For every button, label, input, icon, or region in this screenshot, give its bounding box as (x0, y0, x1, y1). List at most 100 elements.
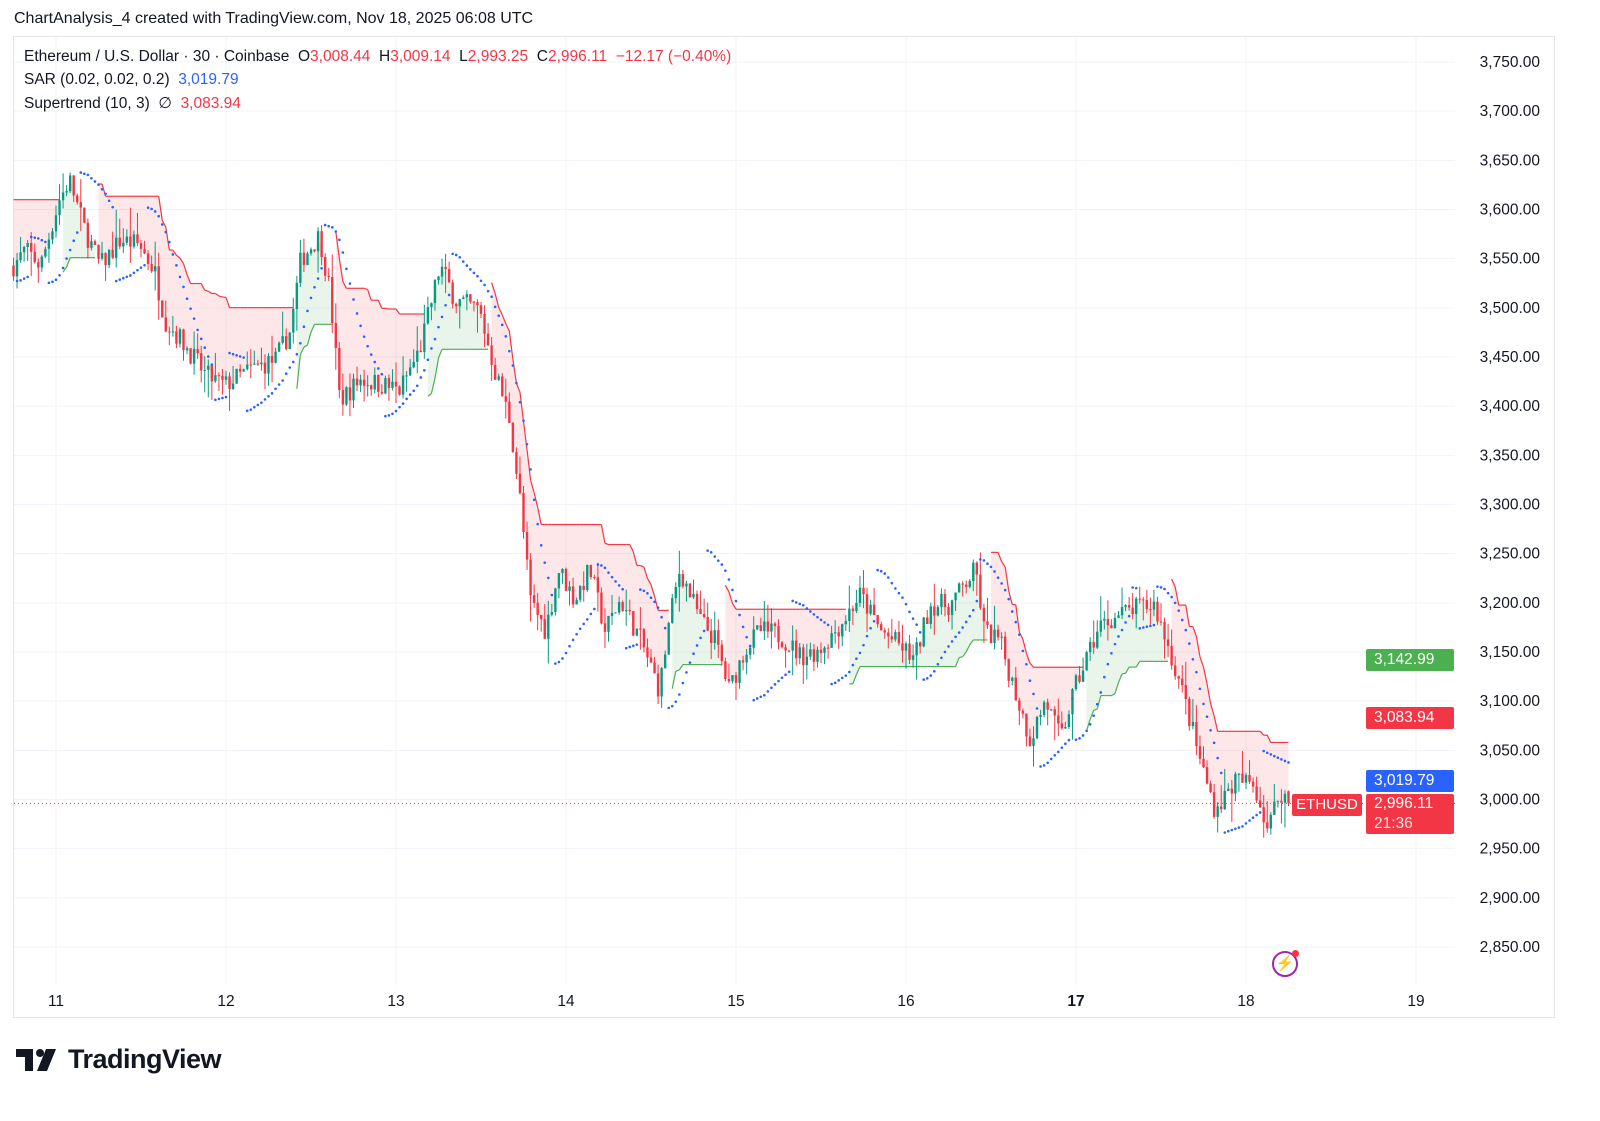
sar-dot (755, 697, 759, 700)
supertrend-fill (1054, 667, 1059, 720)
sar-dot (369, 353, 373, 356)
candle-body (465, 294, 469, 298)
sar-dot (709, 550, 713, 554)
candle-body (447, 269, 451, 283)
sar-dot (610, 575, 614, 579)
candle-body (600, 592, 603, 624)
supertrend-up-segment (303, 344, 308, 348)
supertrend-down-segment (498, 307, 503, 316)
lightning-alert-icon[interactable]: ⚡ (1272, 950, 1299, 977)
supertrend-down-segment (600, 524, 606, 544)
sar-dot (334, 230, 338, 233)
supertrend-down-segment (363, 287, 368, 291)
candle-body (518, 473, 522, 494)
candle-body (561, 568, 564, 574)
supertrend-fill (693, 595, 698, 665)
candle-body (362, 379, 366, 386)
sar-dot (787, 670, 791, 674)
candle-body (122, 242, 125, 247)
candle-body (1188, 698, 1191, 727)
candle-body (192, 348, 196, 364)
supertrend-legend[interactable]: Supertrend (10, 3) ∅ 3,083.94 (24, 94, 241, 113)
supertrend-fill (852, 607, 857, 684)
candle-body (593, 577, 596, 579)
sar-dot (522, 419, 525, 422)
supertrend-fill (254, 307, 258, 365)
sar-dot (716, 559, 720, 562)
supertrend-fill (1022, 639, 1027, 726)
candle-body (940, 593, 943, 608)
sar-dot (1202, 702, 1205, 706)
candle-body (153, 266, 157, 272)
candle-body (203, 369, 206, 371)
sar-dot (840, 676, 844, 680)
candle-body (763, 621, 766, 632)
sar-dot (224, 395, 228, 399)
candle-body (823, 647, 826, 654)
supertrend-fill (728, 591, 733, 681)
supertrend-up-segment (66, 257, 71, 268)
sar-dot (139, 266, 143, 269)
sar-dot (33, 236, 37, 239)
sar-legend[interactable]: SAR (0.02, 0.02, 0.2) 3,019.79 (24, 71, 239, 89)
sar-dot (805, 607, 809, 610)
supertrend-down-segment (367, 289, 372, 301)
supertrend-value: 3,083.94 (180, 95, 241, 112)
supertrend-fill (548, 524, 552, 627)
supertrend-fill (969, 571, 974, 645)
supertrend-up-segment (310, 324, 316, 333)
supertrend-fill (1157, 611, 1161, 662)
supertrend-down-segment (1001, 561, 1006, 568)
sar-dot (766, 690, 770, 693)
sar-dot (256, 403, 260, 407)
candle-body (770, 623, 773, 632)
y-tick-label: 3,750.00 (1480, 54, 1541, 71)
supertrend-down-segment (1174, 586, 1180, 606)
supertrend-up-segment (852, 674, 857, 685)
sar-dot (341, 251, 345, 254)
candle-body (979, 574, 982, 608)
candle-body (391, 381, 394, 388)
supertrend-fill (1012, 604, 1016, 690)
candle-body (331, 277, 334, 324)
candle-body (455, 303, 458, 307)
candle-body (44, 248, 47, 257)
supertrend-fill (806, 609, 811, 661)
sar-dot (674, 700, 678, 703)
sar-dot (192, 317, 196, 320)
candle-body (880, 624, 883, 631)
sar-dot (132, 271, 136, 275)
supertrend-fill (743, 609, 747, 662)
supertrend-fill (445, 267, 450, 350)
sar-dot (1244, 822, 1248, 825)
candle-body (554, 588, 557, 613)
supertrend-fill (1051, 667, 1055, 713)
supertrend-fill (991, 552, 995, 637)
supertrend-down-segment (1199, 656, 1205, 668)
symbol-legend[interactable]: Ethereum / U.S. Dollar · 30 · Coinbase O… (24, 48, 731, 66)
sar-dot (582, 622, 586, 626)
sar-dot (1035, 707, 1039, 710)
candle-body (348, 387, 352, 401)
sar-dot (702, 629, 706, 633)
candle-body (752, 629, 755, 648)
sar-dot (1219, 771, 1223, 775)
supertrend-fill (282, 307, 287, 343)
supertrend-down-segment (515, 383, 521, 393)
supertrend-fill (388, 309, 393, 385)
supertrend-fill (658, 610, 662, 685)
sar-dot (830, 682, 833, 686)
candle-body (816, 649, 819, 662)
supertrend-fill (590, 524, 595, 578)
tradingview-logo[interactable]: TradingView (16, 1044, 222, 1075)
sar-dot (476, 274, 479, 278)
y-tick-label: 3,150.00 (1480, 644, 1541, 661)
sar-dot (125, 275, 129, 279)
candle-body (26, 243, 29, 248)
sar-dot (423, 368, 426, 372)
sar-dot (1053, 753, 1057, 757)
sar-dot (1255, 813, 1258, 817)
y-tick-label: 3,050.00 (1480, 742, 1541, 759)
sar-dot (1113, 642, 1117, 646)
